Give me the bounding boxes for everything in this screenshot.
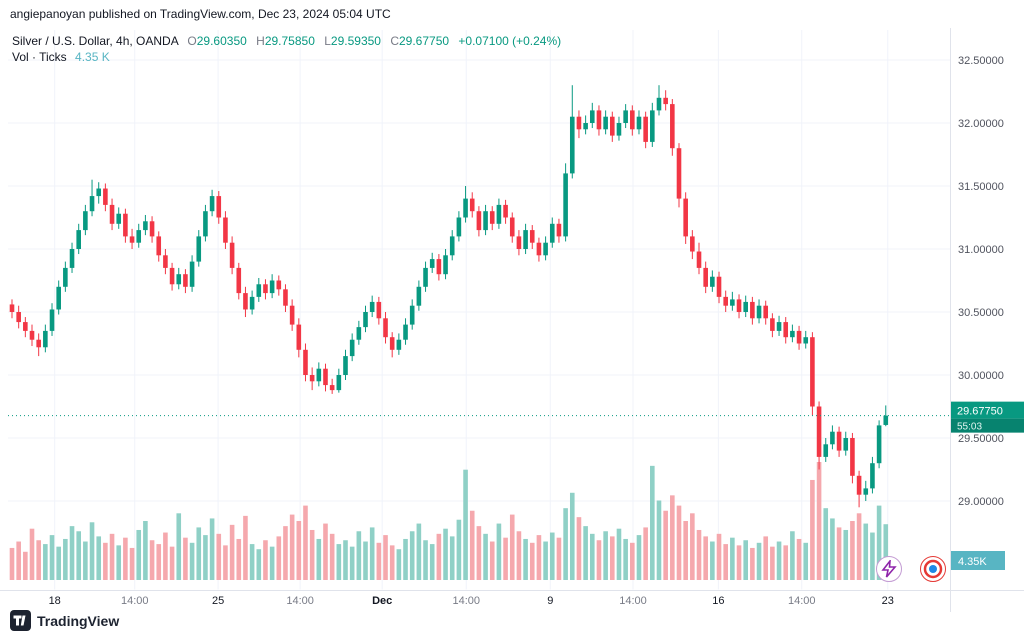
svg-text:14:00: 14:00: [619, 595, 647, 607]
attribution-text: angiepanoyan published on TradingView.co…: [10, 7, 391, 21]
svg-text:16: 16: [712, 595, 724, 607]
volume-legend[interactable]: Vol · Ticks 4.35 K: [12, 50, 110, 64]
svg-text:14:00: 14:00: [788, 595, 816, 607]
svg-text:31.00000: 31.00000: [958, 244, 1004, 256]
svg-text:30.50000: 30.50000: [958, 307, 1004, 319]
svg-text:14:00: 14:00: [452, 595, 480, 607]
svg-text:31.50000: 31.50000: [958, 181, 1004, 193]
close-label: C: [390, 34, 399, 48]
svg-text:23: 23: [882, 595, 894, 607]
publisher-avatar[interactable]: [920, 556, 946, 582]
symbol-legend[interactable]: Silver / U.S. Dollar, 4h, OANDA O29.6035…: [12, 32, 561, 50]
svg-text:4.35K: 4.35K: [958, 556, 987, 568]
svg-text:14:00: 14:00: [121, 595, 149, 607]
volume-indicator-label: Vol · Ticks: [12, 50, 67, 64]
low-value: 29.59350: [330, 34, 381, 48]
axes-layer: 32.50000 32.00000 31.50000 31.00000 30.50000…: [0, 28, 1024, 612]
tradingview-mark-icon: [10, 610, 31, 631]
candles-layer: [9, 85, 889, 508]
svg-text:Dec: Dec: [372, 595, 392, 607]
boost-lightning-button[interactable]: [876, 556, 902, 582]
svg-text:14:00: 14:00: [286, 595, 314, 607]
svg-text:32.50000: 32.50000: [958, 55, 1004, 67]
grid-layer: [8, 30, 950, 590]
open-label: O: [187, 34, 197, 48]
high-value: 29.75850: [264, 34, 315, 48]
svg-text:29.00000: 29.00000: [958, 496, 1004, 508]
low-label: L: [324, 34, 331, 48]
svg-text:55:03: 55:03: [957, 422, 982, 433]
volume-layer: [9, 462, 889, 580]
price-label: 29.67750 55:03: [951, 401, 1024, 433]
svg-text:29.50000: 29.50000: [958, 433, 1004, 445]
svg-text:9: 9: [547, 595, 553, 607]
tradingview-logo[interactable]: TradingView: [10, 610, 119, 631]
high-label: H: [256, 34, 265, 48]
svg-text:18: 18: [49, 595, 61, 607]
svg-text:32.00000: 32.00000: [958, 118, 1004, 130]
avatar-icon: [923, 559, 943, 579]
change-value: +0.07100 (+0.24%): [458, 34, 562, 48]
svg-text:29.67750: 29.67750: [957, 406, 1003, 418]
volume-indicator-value: 4.35 K: [75, 50, 110, 64]
open-value: 29.60350: [196, 34, 247, 48]
brand-name: TradingView: [37, 612, 120, 629]
volume-scale-badge: 4.35K: [951, 551, 1005, 570]
symbol-title: Silver / U.S. Dollar, 4h, OANDA: [12, 34, 179, 48]
lightning-icon: [881, 560, 897, 578]
close-value: 29.67750: [399, 34, 450, 48]
svg-text:25: 25: [212, 595, 224, 607]
svg-text:30.00000: 30.00000: [958, 370, 1004, 382]
